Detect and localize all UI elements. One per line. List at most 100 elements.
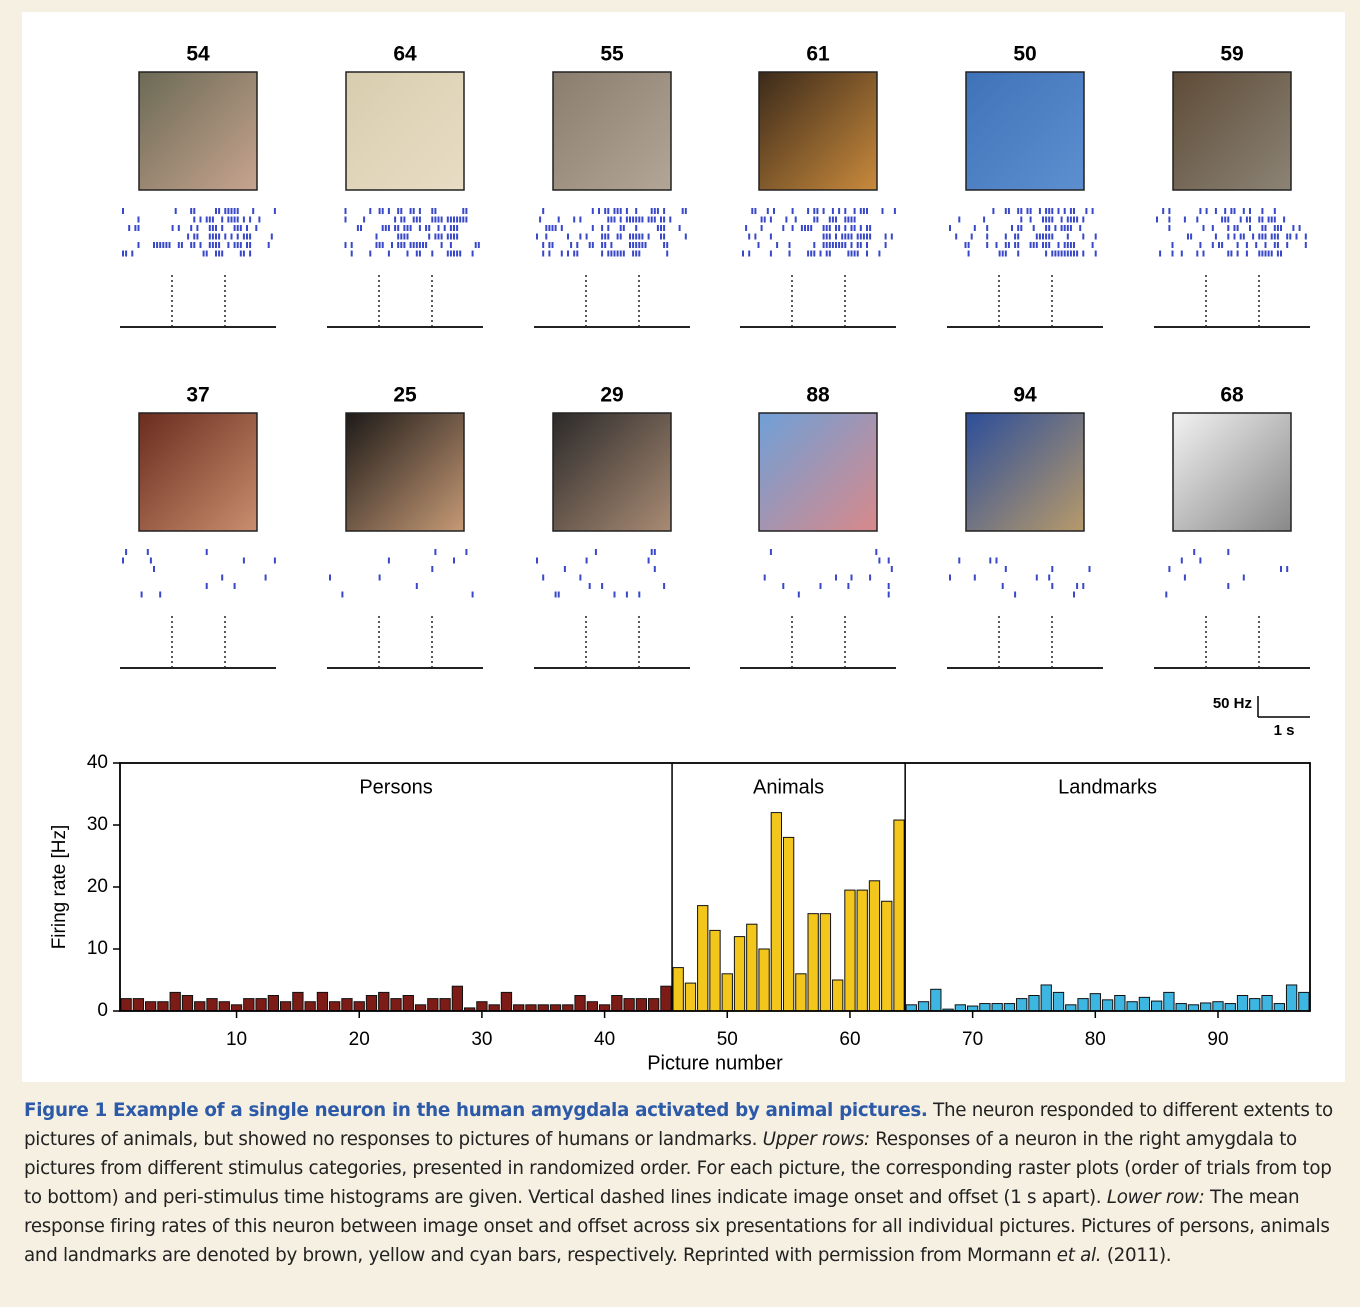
raster-spike — [180, 242, 183, 248]
raster-spike — [641, 233, 644, 240]
raster-spike — [1227, 583, 1230, 589]
raster-spike — [391, 242, 393, 248]
bar — [648, 998, 660, 1012]
raster-spike — [236, 216, 239, 223]
bar — [672, 967, 684, 1012]
raster-spike — [412, 242, 415, 248]
bar — [1187, 1004, 1200, 1012]
raster-spike — [1051, 566, 1054, 572]
raster-spike — [1183, 574, 1186, 581]
raster-spike — [397, 208, 400, 214]
raster-spike — [610, 250, 613, 257]
raster-spike — [678, 225, 681, 231]
raster-spike — [828, 225, 831, 231]
raster-spike — [619, 208, 622, 214]
raster-spike — [205, 583, 208, 589]
raster-spike — [196, 233, 199, 240]
raster-spike — [638, 242, 641, 248]
x-tick-label: 80 — [1085, 1029, 1106, 1050]
stimulus-picture — [1172, 71, 1292, 191]
bar — [1028, 995, 1040, 1012]
raster-spike — [887, 583, 890, 589]
raster-spike — [409, 208, 412, 214]
raster-spike — [1048, 216, 1051, 223]
raster-spike — [647, 233, 650, 240]
bar — [353, 1001, 365, 1012]
raster-spike — [168, 242, 171, 248]
raster-spike — [1035, 242, 1038, 248]
raster-spike — [1171, 242, 1174, 248]
raster-spike — [769, 549, 772, 555]
caption-normal: The neuron responded to different extent… — [24, 1100, 1333, 1150]
raster-spike — [1042, 242, 1044, 248]
bar — [378, 991, 390, 1012]
raster-spike — [875, 549, 878, 555]
raster-spike — [766, 208, 769, 214]
bar — [414, 1004, 427, 1012]
raster-spike — [663, 208, 666, 214]
raster-spike — [663, 233, 666, 240]
raster-spike — [465, 208, 468, 214]
caption-normal: (2011). — [1101, 1245, 1172, 1266]
raster-spike — [769, 250, 772, 257]
bar — [157, 1001, 169, 1012]
raster-spike — [591, 225, 594, 231]
raster-spike — [949, 225, 951, 231]
bar — [1261, 995, 1273, 1012]
raster-spike — [760, 225, 763, 231]
bar — [439, 998, 451, 1012]
raster-spike — [443, 225, 446, 231]
caption-label: Figure 1 Example of a single neuron in t… — [24, 1100, 928, 1121]
bar — [1003, 1003, 1016, 1012]
bar — [145, 1001, 157, 1012]
raster-spike — [1054, 250, 1057, 257]
raster-spike — [542, 208, 545, 214]
raster-spike — [828, 216, 831, 223]
raster-spike — [205, 216, 208, 223]
group-label: Persons — [359, 776, 432, 798]
raster-spike — [418, 225, 421, 231]
raster-spike — [218, 208, 221, 214]
raster-spike — [1242, 233, 1245, 240]
raster-spike — [453, 233, 455, 240]
raster-spike — [579, 233, 582, 240]
raster-spike — [1280, 225, 1282, 231]
raster-spike — [381, 225, 384, 231]
bar — [341, 998, 353, 1012]
raster-spike — [1063, 242, 1066, 248]
plot-frame — [119, 762, 1311, 1012]
raster-spike — [1258, 250, 1261, 257]
bar — [844, 889, 856, 1012]
raster-spike — [542, 574, 545, 581]
bar — [206, 998, 218, 1012]
raster-spike — [1276, 233, 1279, 240]
raster-spike — [1283, 216, 1286, 223]
raster-spike — [418, 250, 421, 257]
bar — [832, 979, 844, 1012]
raster-spike — [1252, 233, 1255, 240]
raster-spike — [190, 208, 193, 214]
raster-spike — [397, 233, 400, 240]
raster-spike — [1054, 225, 1057, 231]
raster-spike — [1304, 242, 1307, 248]
raster-spike — [437, 216, 440, 223]
stimulus-picture — [758, 412, 878, 532]
raster-spike — [653, 208, 656, 214]
raster-spike — [1035, 574, 1038, 581]
raster-spike — [434, 216, 437, 223]
raster-spike — [1017, 250, 1020, 257]
raster-spike — [576, 242, 579, 248]
raster-spike — [387, 250, 390, 257]
raster-spike — [656, 208, 659, 214]
raster-spike — [227, 208, 230, 214]
raster-spike — [616, 208, 619, 214]
raster-spike — [1038, 208, 1041, 214]
raster-spike — [1273, 233, 1276, 240]
raster-spike — [400, 208, 403, 214]
raster-spike — [542, 250, 545, 257]
raster-spike — [1057, 208, 1060, 214]
panel-number: 94 — [1013, 384, 1037, 407]
raster-spike — [604, 233, 607, 240]
raster-spike — [548, 242, 551, 248]
